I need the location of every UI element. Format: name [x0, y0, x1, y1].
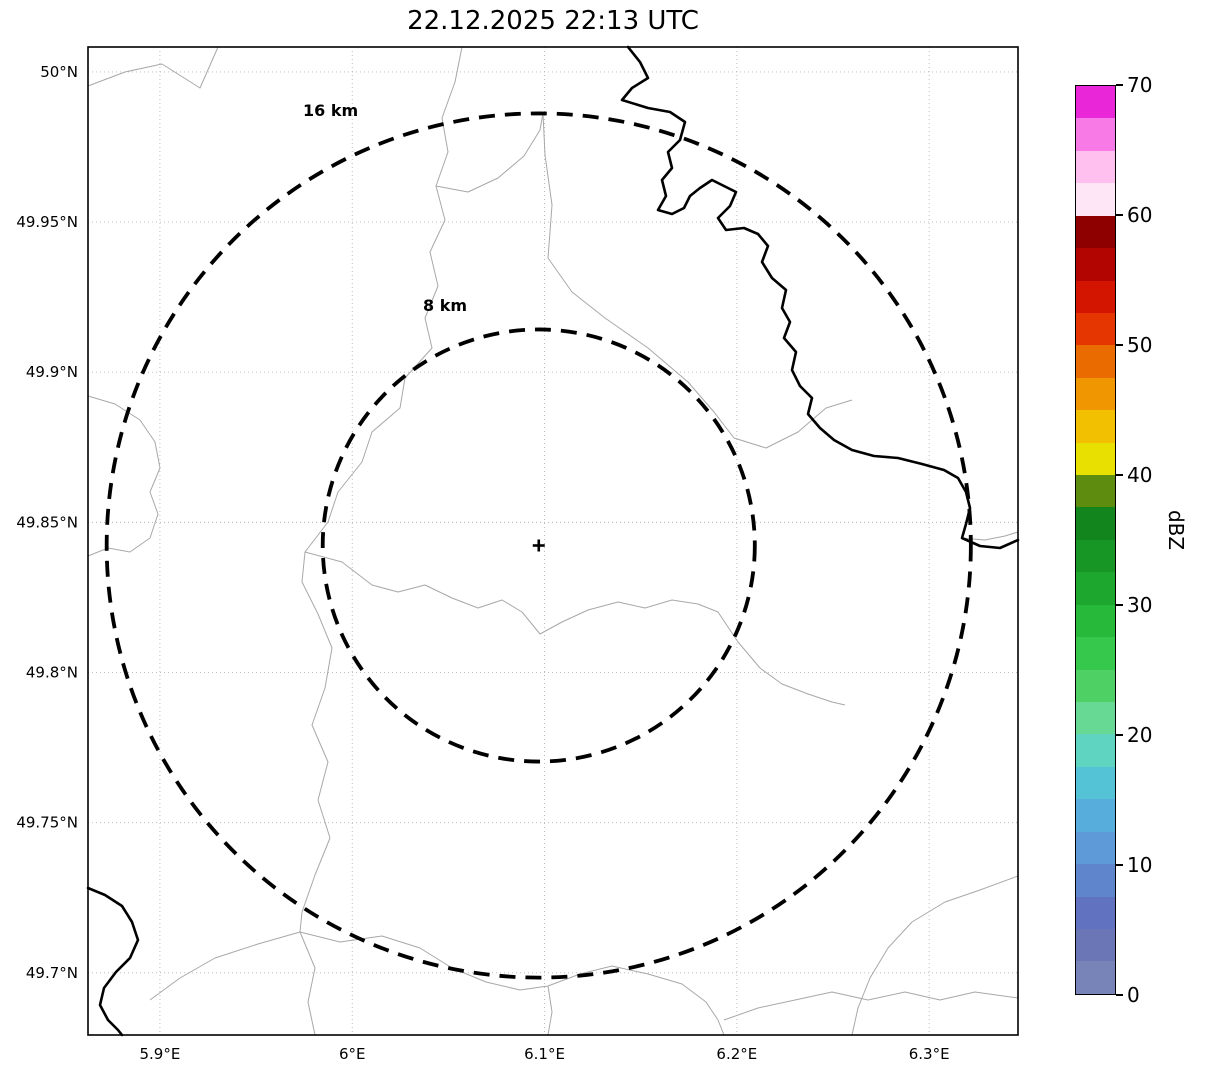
colorbar-tick [1116, 734, 1123, 736]
range-ring-8km [320, 327, 757, 764]
y-tick-label: 49.75°N [16, 814, 78, 832]
y-tick-label: 49.8°N [26, 664, 78, 682]
y-tick-label: 49.9°N [26, 363, 78, 381]
colorbar-segment [1076, 928, 1115, 962]
colorbar-segment [1076, 604, 1115, 638]
river-line [620, 45, 1020, 550]
colorbar-segment [1076, 831, 1115, 865]
colorbar-segment [1076, 864, 1115, 897]
range-ring-label: 8 km [423, 296, 467, 315]
colorbar [1075, 85, 1116, 995]
map-border-line [723, 991, 1019, 1021]
x-tick-label: 5.9°E [140, 1045, 181, 1063]
colorbar-tick-label: 60 [1127, 203, 1153, 227]
colorbar-segment [1076, 702, 1115, 735]
y-tick-label: 49.95°N [16, 213, 78, 231]
colorbar-segment [1076, 669, 1115, 703]
y-tick-label: 49.85°N [16, 513, 78, 531]
map-border-line [87, 395, 161, 557]
map-border-line [435, 112, 544, 193]
colorbar-tick-label: 30 [1127, 593, 1153, 617]
colorbar-tick [1116, 214, 1123, 216]
map-border-line [304, 551, 846, 706]
colorbar-segment [1076, 961, 1115, 994]
colorbar-tick [1116, 474, 1123, 476]
colorbar-segment [1076, 734, 1115, 767]
colorbar-tick-label: 70 [1127, 73, 1153, 97]
plot-title: 22.12.2025 22:13 UTC [407, 6, 699, 36]
colorbar-tick [1116, 994, 1123, 996]
colorbar-segment [1076, 215, 1115, 249]
x-tick-label: 6°E [339, 1045, 366, 1063]
colorbar-segment [1076, 280, 1115, 313]
colorbar-segment [1076, 896, 1115, 929]
colorbar-segment [1076, 799, 1115, 832]
colorbar-segment [1076, 766, 1115, 800]
plot-frame [87, 46, 1019, 1036]
river-line [86, 886, 140, 1037]
map-border-line [299, 46, 463, 1036]
colorbar-tick [1116, 864, 1123, 866]
colorbar-segment [1076, 410, 1115, 443]
range-ring-16km [104, 111, 973, 980]
colorbar-tick-label: 50 [1127, 333, 1153, 357]
colorbar-segment [1076, 572, 1115, 605]
colorbar-axis-label: dBZ [1164, 509, 1188, 551]
map-border-line [547, 985, 553, 1036]
colorbar-tick [1116, 84, 1123, 86]
map-border-line [851, 875, 1019, 1036]
range-ring-label: 16 km [303, 101, 358, 120]
colorbar-segment [1076, 539, 1115, 573]
colorbar-segment [1076, 150, 1115, 184]
colorbar-tick-label: 0 [1127, 983, 1140, 1007]
x-tick-label: 6.3°E [909, 1045, 950, 1063]
colorbar-segment [1076, 442, 1115, 476]
colorbar-segment [1076, 248, 1115, 281]
y-tick-label: 50°N [40, 63, 78, 81]
colorbar-segment [1076, 377, 1115, 411]
colorbar-tick-label: 20 [1127, 723, 1153, 747]
colorbar-segment [1076, 183, 1115, 216]
colorbar-tick-label: 10 [1127, 853, 1153, 877]
map-border-line [542, 112, 546, 156]
map-border-line [149, 931, 301, 1001]
colorbar-tick-label: 40 [1127, 463, 1153, 487]
colorbar-tick [1116, 344, 1123, 346]
map-border-line [544, 154, 853, 449]
map-border-line [299, 931, 725, 1036]
colorbar-tick [1116, 604, 1123, 606]
colorbar-segment [1076, 118, 1115, 151]
colorbar-segment [1076, 475, 1115, 508]
colorbar-segment [1076, 312, 1115, 346]
y-tick-label: 49.7°N [26, 964, 78, 982]
x-tick-label: 6.1°E [524, 1045, 565, 1063]
colorbar-segment [1076, 507, 1115, 540]
map-border-line [87, 46, 219, 89]
colorbar-segment [1076, 86, 1115, 119]
colorbar-segment [1076, 637, 1115, 670]
map-border-line [961, 531, 1019, 541]
x-tick-label: 6.2°E [716, 1045, 757, 1063]
colorbar-segment [1076, 345, 1115, 378]
